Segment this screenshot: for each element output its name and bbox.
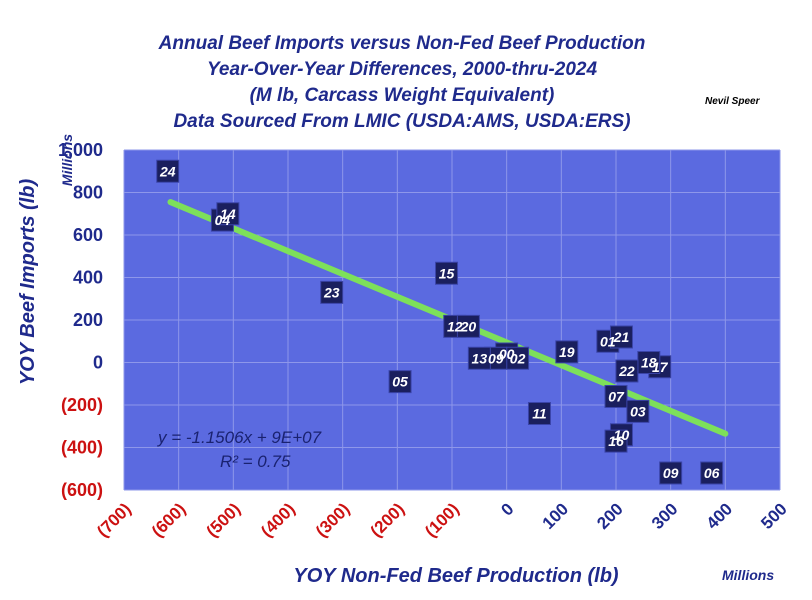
y-tick-labels: 1,000 800 600 400 200 0 (200) (400) (600) bbox=[58, 140, 103, 500]
data-point-label: 13 bbox=[472, 350, 488, 366]
data-point-label: 22 bbox=[618, 363, 635, 379]
chart-title: Annual Beef Imports versus Non-Fed Beef … bbox=[158, 33, 646, 132]
y-tick-label: 0 bbox=[93, 353, 103, 373]
data-point-label: 10 bbox=[614, 427, 630, 443]
x-tick-label: (500) bbox=[203, 499, 244, 540]
data-point-label: 14 bbox=[220, 206, 236, 222]
data-point-label: 02 bbox=[510, 350, 526, 366]
x-tick-label: 400 bbox=[703, 499, 736, 532]
y-tick-label: 400 bbox=[73, 268, 103, 288]
x-tick-label: 0 bbox=[497, 499, 517, 519]
trend-equation: y = -1.1506x + 9E+07 bbox=[157, 428, 322, 447]
data-point-label: 05 bbox=[392, 374, 408, 390]
data-point-label: 01 bbox=[600, 333, 616, 349]
y-tick-label: (400) bbox=[61, 438, 103, 458]
data-point-label: 15 bbox=[439, 265, 455, 281]
data-point-13 bbox=[467, 346, 491, 370]
x-axis-title: YOY Non-Fed Beef Production (lb) bbox=[293, 565, 619, 587]
x-tick-label: 100 bbox=[539, 499, 572, 532]
y-tick-label: 800 bbox=[73, 183, 103, 203]
title-line-4: Data Sourced From LMIC (USDA:AMS, USDA:E… bbox=[173, 111, 630, 132]
data-point-label: 20 bbox=[460, 318, 477, 334]
x-tick-label: (100) bbox=[421, 499, 462, 540]
data-point-07 bbox=[604, 385, 628, 408]
y-tick-label: 1,000 bbox=[58, 140, 103, 160]
data-point-label: 23 bbox=[323, 284, 340, 300]
data-point-label: 09 bbox=[663, 465, 679, 481]
author-credit: Nevil Speer bbox=[705, 96, 761, 107]
y-tick-label: (600) bbox=[61, 480, 103, 500]
x-axis-units: Millions bbox=[722, 567, 774, 583]
data-point-23 bbox=[320, 280, 344, 304]
data-point-label: 12 bbox=[447, 318, 463, 334]
title-line-3: (M lb, Carcass Weight Equivalent) bbox=[250, 85, 555, 106]
x-tick-label: 300 bbox=[648, 499, 681, 532]
x-tick-label: (600) bbox=[148, 499, 189, 540]
data-point-15 bbox=[435, 261, 459, 285]
r-squared: R² = 0.75 bbox=[220, 452, 291, 471]
data-point-label: 11 bbox=[532, 406, 547, 422]
x-tick-label: (200) bbox=[367, 499, 408, 540]
data-point-22 bbox=[615, 359, 639, 383]
data-point-24 bbox=[156, 159, 180, 183]
data-point-label: 18 bbox=[641, 355, 657, 371]
data-point-label: 17 bbox=[652, 359, 669, 375]
data-point-label: 03 bbox=[630, 403, 646, 419]
data-point-label: 16 bbox=[608, 433, 624, 449]
data-point-11 bbox=[527, 402, 551, 425]
y-axis-title: YOY Beef Imports (lb) bbox=[17, 178, 39, 385]
data-point-label: 24 bbox=[159, 163, 176, 179]
title-line-2: Year-Over-Year Differences, 2000-thru-20… bbox=[207, 59, 597, 80]
y-tick-label: 200 bbox=[73, 310, 103, 330]
x-tick-label: 500 bbox=[757, 499, 790, 532]
data-point-label: 07 bbox=[608, 389, 625, 405]
title-line-1: Annual Beef Imports versus Non-Fed Beef … bbox=[158, 33, 646, 54]
data-point-label: 21 bbox=[613, 329, 630, 345]
data-point-05 bbox=[388, 370, 412, 394]
data-point-20 bbox=[456, 314, 480, 338]
data-point-06 bbox=[700, 461, 724, 485]
x-tick-label: 200 bbox=[593, 499, 626, 532]
data-point-09 bbox=[659, 461, 683, 485]
data-point-14 bbox=[216, 202, 240, 226]
x-tick-label: (400) bbox=[257, 499, 298, 540]
data-point-label: 04 bbox=[215, 212, 231, 228]
data-point-label: 00 bbox=[499, 346, 515, 362]
data-point-21 bbox=[609, 325, 633, 349]
data-point-19 bbox=[555, 340, 579, 364]
data-point-03 bbox=[626, 399, 650, 423]
y-tick-label: (200) bbox=[61, 395, 103, 415]
data-markers bbox=[156, 159, 724, 485]
x-tick-label: (300) bbox=[312, 499, 353, 540]
data-point-label: 06 bbox=[704, 465, 720, 481]
data-point-label: 19 bbox=[559, 344, 575, 360]
data-point-16 bbox=[604, 429, 628, 453]
y-tick-label: 600 bbox=[73, 225, 103, 245]
y-axis-units: Millions bbox=[59, 134, 75, 186]
x-tick-label: (700) bbox=[93, 499, 134, 540]
x-tick-labels: (700) (600) (500) (400) (300) (200) (100) 0 100 2… bbox=[93, 499, 790, 540]
data-point-label: 09 bbox=[488, 350, 504, 366]
